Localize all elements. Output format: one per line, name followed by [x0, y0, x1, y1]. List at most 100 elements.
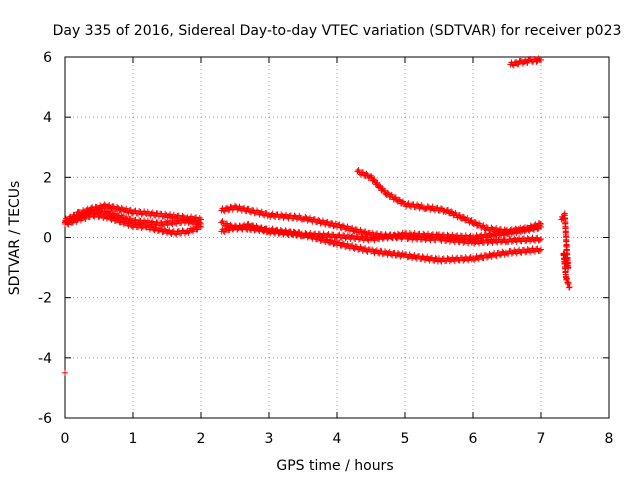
data-point: [459, 213, 466, 220]
data-point: [224, 220, 231, 227]
data-point: [381, 187, 388, 194]
x-tick-label: 0: [61, 431, 70, 447]
data-point: [438, 258, 445, 265]
data-point: [349, 232, 356, 239]
data-point: [349, 224, 356, 231]
x-tick-label: 2: [197, 431, 206, 447]
data-point: [524, 59, 531, 66]
data-point: [382, 232, 389, 239]
ticks: 0 1 2 3 4 5 6 7 8 -6 -4 -2 0 2 4 6: [38, 50, 613, 447]
data-point: [363, 233, 370, 240]
data-point: [448, 208, 455, 215]
data-point: [360, 169, 367, 176]
x-tick-label: 6: [469, 431, 478, 447]
data-point: [173, 231, 180, 238]
data-point: [349, 242, 356, 249]
x-tick-label: 1: [129, 431, 138, 447]
data-point: [221, 229, 228, 236]
data-point: [493, 252, 500, 259]
data-point: [190, 228, 197, 235]
data-point: [258, 208, 265, 215]
series-track-g: [354, 167, 544, 236]
data-point: [438, 205, 444, 212]
data-point: [249, 206, 256, 213]
data-point: [339, 222, 346, 229]
data-point: [414, 201, 420, 208]
data-point: [65, 219, 72, 226]
x-tick-label: 3: [265, 431, 274, 447]
data-point: [241, 204, 248, 211]
data-point: [384, 189, 391, 196]
data-point: [106, 201, 113, 208]
y-tick-label: 6: [43, 50, 52, 66]
data-point: [132, 207, 139, 214]
data-point: [162, 218, 169, 225]
data-point: [173, 220, 180, 227]
data-point: [234, 206, 241, 213]
data-point: [421, 256, 428, 263]
data-point: [566, 284, 573, 291]
data-point: [362, 228, 369, 235]
data-point: [519, 227, 526, 234]
data-point: [106, 208, 113, 215]
data-point: [506, 229, 513, 236]
data-point: [475, 256, 482, 263]
y-tick-label: -6: [38, 411, 52, 427]
data-point: [355, 167, 362, 174]
data-point: [496, 252, 503, 259]
data-point: [444, 206, 451, 213]
data-point: [127, 206, 134, 213]
y-tick-label: -2: [38, 291, 52, 307]
data-point: [538, 246, 544, 253]
x-tick-label: 5: [401, 431, 410, 447]
data-point: [427, 206, 434, 213]
series-track-c: [62, 207, 204, 229]
data-point: [232, 202, 238, 209]
data-point: [249, 222, 255, 229]
data-point: [342, 235, 349, 242]
data-point: [406, 251, 413, 258]
data-point: [245, 220, 252, 227]
data-point: [138, 220, 145, 227]
data-point: [269, 210, 276, 217]
data-point: [324, 218, 331, 225]
series-track-i: [558, 210, 573, 291]
data-point: [68, 217, 75, 224]
data-point: [536, 220, 543, 227]
data-point: [258, 224, 265, 231]
data-point: [538, 220, 544, 227]
data-point: [339, 240, 346, 247]
data-point: [118, 204, 125, 211]
data-point: [336, 221, 343, 228]
x-tick-label: 8: [605, 431, 614, 447]
data-point: [428, 254, 435, 261]
data-points: [62, 55, 573, 376]
data-point: [531, 248, 538, 255]
y-tick-label: 4: [43, 110, 52, 126]
data-point: [192, 218, 199, 225]
data-point: [538, 236, 544, 243]
x-axis-label: GPS time / hours: [276, 458, 393, 474]
y-tick-label: 0: [43, 231, 52, 247]
series-track-h: [507, 55, 544, 69]
y-tick-label: -4: [38, 351, 52, 367]
data-point: [62, 369, 68, 376]
data-point: [376, 182, 383, 189]
data-point: [315, 216, 322, 223]
data-point: [533, 58, 540, 65]
data-point: [530, 225, 537, 232]
data-point: [227, 221, 234, 228]
series-track-d: [218, 202, 544, 247]
data-point: [193, 214, 200, 221]
data-point: [120, 208, 127, 215]
data-point: [389, 234, 396, 241]
data-point: [371, 176, 378, 183]
data-point: [166, 227, 173, 234]
data-point: [269, 227, 276, 234]
data-point: [328, 219, 335, 226]
data-point: [336, 239, 343, 246]
plot-frame: [64, 56, 610, 419]
data-point: [475, 235, 482, 242]
data-point: [123, 213, 130, 220]
data-point: [221, 208, 228, 215]
